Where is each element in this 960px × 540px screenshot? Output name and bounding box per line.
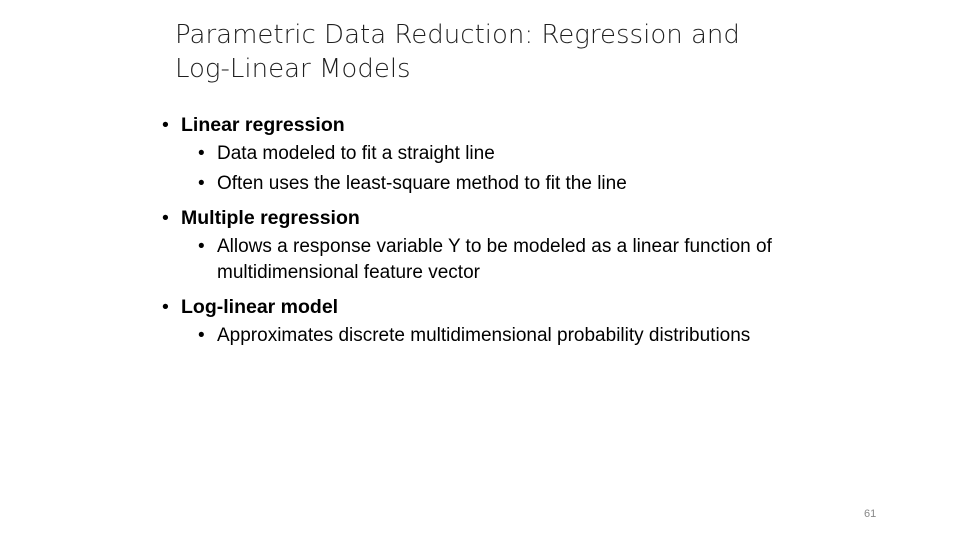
bullet-icon: • — [198, 173, 205, 194]
bullet-icon: • — [162, 296, 169, 318]
sub-bullet-text: Allows a response variable Y to be model… — [217, 236, 772, 283]
sub-bullet-text: Approximates discrete multidimensional p… — [217, 325, 751, 346]
bullet-linear-regression: • Linear regression — [162, 112, 802, 138]
sub-bullet-text: Data modeled to fit a straight line — [217, 143, 495, 164]
sub-bullet-list: • Allows a response variable Y to be mod… — [198, 234, 802, 286]
bullet-log-linear-model: • Log-linear model — [162, 294, 802, 320]
sub-bullet: • Data modeled to fit a straight line — [198, 141, 802, 167]
bullet-icon: • — [198, 325, 205, 346]
bullet-label: Linear regression — [181, 114, 345, 136]
sub-bullet-list: • Data modeled to fit a straight line • … — [198, 141, 802, 197]
bullet-list: • Linear regression • Data modeled to fi… — [162, 112, 802, 349]
bullet-icon: • — [162, 114, 169, 136]
sub-bullet: • Often uses the least-square method to … — [198, 171, 802, 197]
bullet-icon: • — [198, 236, 205, 257]
sub-bullet: • Allows a response variable Y to be mod… — [198, 234, 802, 286]
bullet-icon: • — [162, 207, 169, 229]
slide-title-line-2: Log-Linear Models — [175, 54, 411, 84]
bullet-label: Multiple regression — [181, 207, 360, 229]
bullet-label: Log-linear model — [181, 296, 339, 318]
sub-bullet: • Approximates discrete multidimensional… — [198, 323, 802, 349]
sub-bullet-list: • Approximates discrete multidimensional… — [198, 323, 802, 349]
bullet-icon: • — [198, 143, 205, 164]
slide-title: Parametric Data Reduction: Regression an… — [175, 18, 795, 86]
sub-bullet-text: Often uses the least-square method to fi… — [217, 173, 627, 194]
bullet-multiple-regression: • Multiple regression — [162, 205, 802, 231]
page-number: 61 — [864, 508, 877, 520]
slide-title-line-1: Parametric Data Reduction: Regression an… — [175, 20, 740, 50]
